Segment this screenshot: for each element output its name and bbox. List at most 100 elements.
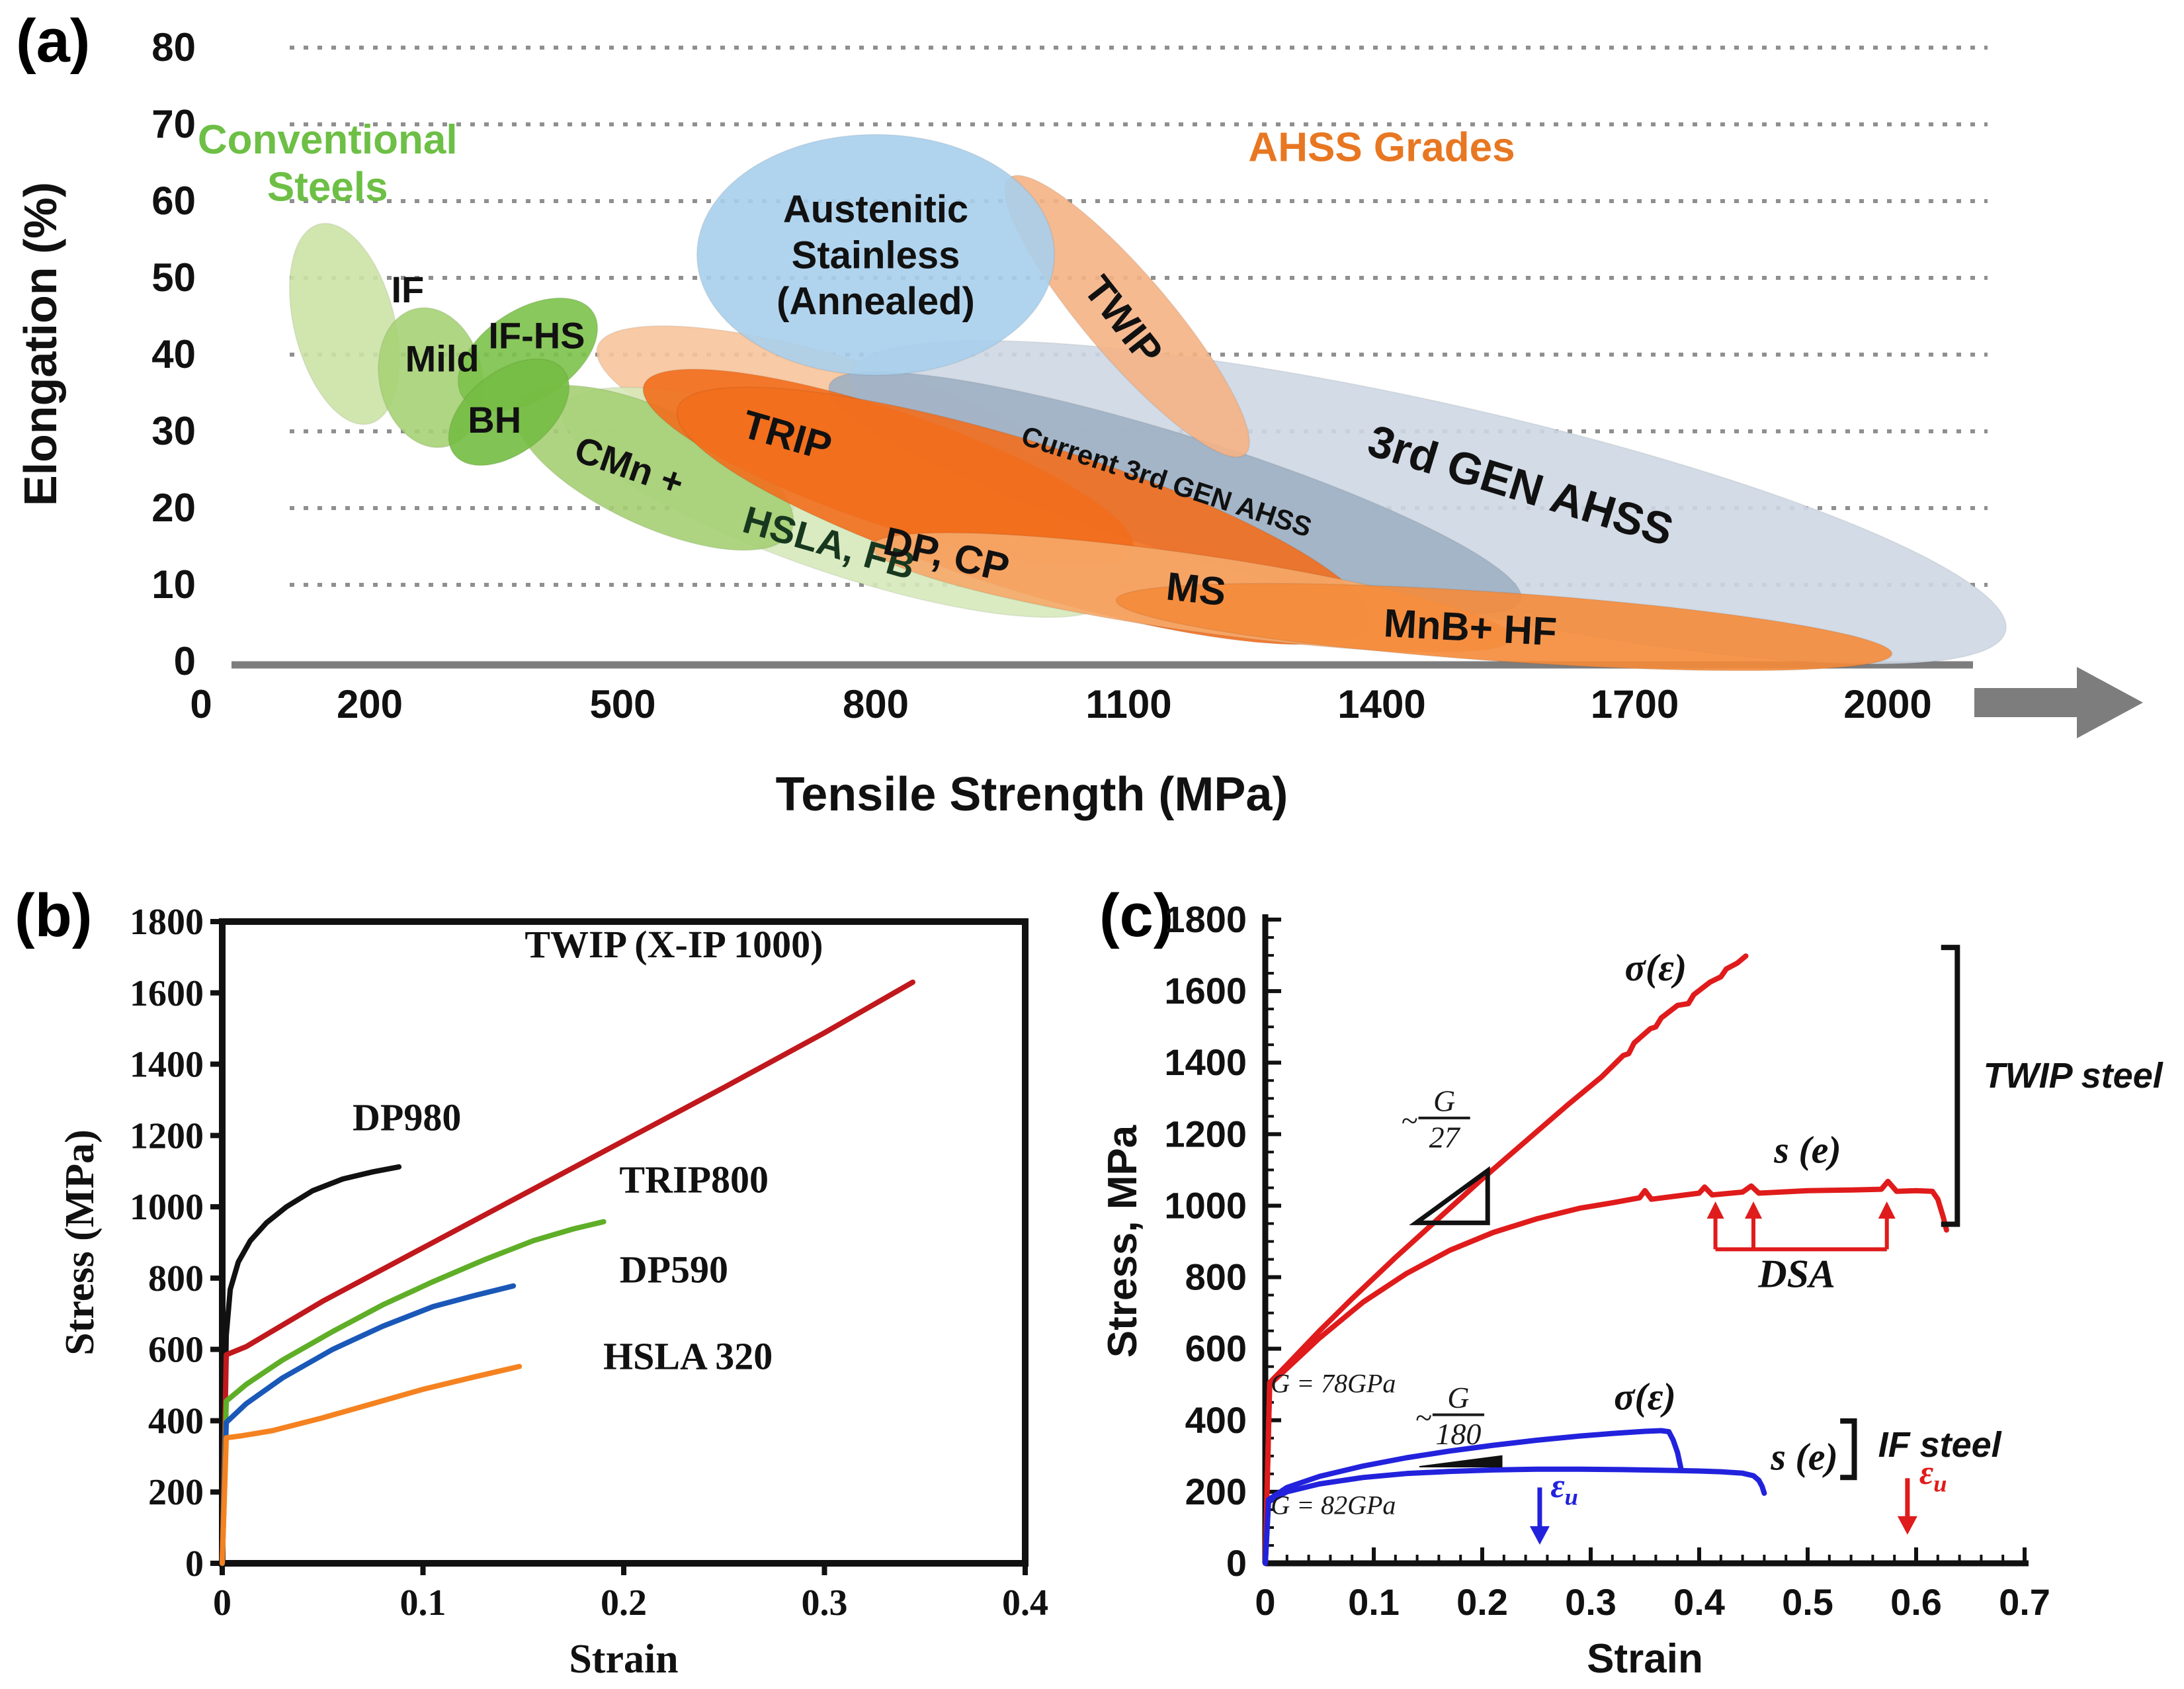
panel-c-tag: (c) (1099, 882, 1174, 949)
fraction-denominator: 180 (1435, 1417, 1481, 1451)
x-tick-label: 0.4 (1002, 1582, 1048, 1624)
region-label: BH (468, 399, 521, 441)
series-label: HSLA 320 (603, 1334, 773, 1377)
annotation-text: G = 78GPa (1271, 1369, 1396, 1399)
region-label: Mild (405, 337, 480, 379)
series-label: DP980 (353, 1096, 461, 1139)
y-axis-title: Stress (MPa) (58, 1129, 103, 1355)
series-label: DP590 (620, 1248, 728, 1291)
x-tick-label: 0.3 (1565, 1581, 1617, 1623)
y-tick-label: 0 (185, 1543, 204, 1584)
y-tick-label: 0 (1226, 1542, 1247, 1584)
fraction-denominator: 27 (1429, 1121, 1461, 1154)
y-tick-label: 600 (1185, 1328, 1247, 1369)
annotation-text: DSA (1757, 1252, 1835, 1296)
x-axis-title: Strain (569, 1637, 678, 1682)
series-line-DP980 (220, 1164, 402, 1566)
y-tick-label: 800 (1185, 1256, 1247, 1298)
y-tick-label: 30 (151, 409, 196, 453)
y-tick-label: 50 (151, 255, 196, 300)
series-label: TRIP800 (619, 1158, 769, 1201)
x-tick-label: 0 (1255, 1581, 1275, 1623)
y-tick-label: 400 (148, 1401, 204, 1442)
x-tick-label: 0.1 (400, 1582, 446, 1624)
y-tick-label: 1800 (130, 902, 204, 943)
panel-c-chart: 0 200 400 600 800 1000 1200 1400 1600 1800 0 0.1 0.2… (1100, 898, 2163, 1682)
x-axis-title: Strain (1587, 1636, 1703, 1682)
slope-triangle (1419, 1455, 1503, 1467)
y-tick-label: 0 (174, 639, 196, 683)
slope-triangle (1409, 1166, 1490, 1225)
region-label: MS (1164, 564, 1228, 614)
group-label: Steels (267, 164, 388, 210)
series-line-DP590 (220, 1283, 517, 1566)
series-line-TWIP-X-IP-1000- (220, 979, 915, 1566)
x-tick-label: 0 (213, 1582, 231, 1624)
y-tick-label: 1000 (1164, 1184, 1247, 1226)
x-axis-arrow (1974, 667, 2143, 738)
series-label: TWIP (X-IP 1000) (525, 923, 823, 966)
y-tick-label: 1000 (130, 1187, 204, 1228)
annotation-text: σ(ε) (1625, 946, 1687, 989)
x-tick-label: 0 (190, 682, 212, 726)
fraction-prefix: ~ (1401, 1104, 1417, 1137)
arrow-head-up (1706, 1201, 1724, 1219)
panel-b-tag: (b) (15, 882, 93, 949)
annotation-text: s (e) (1770, 1435, 1837, 1478)
x-tick-label: 0.5 (1782, 1581, 1833, 1623)
x-tick-label: 1400 (1337, 682, 1425, 726)
region-label-line: (Annealed) (777, 280, 975, 323)
arrow-head-up (1745, 1201, 1762, 1219)
region-label: IF (391, 269, 424, 310)
x-tick-label: 1100 (1085, 682, 1171, 726)
y-axis-title: Stress, MPa (1100, 1125, 1146, 1358)
y-tick-label: 1600 (130, 973, 204, 1014)
y-tick-label: 1400 (1164, 1041, 1247, 1083)
group-label: Conventional (198, 117, 458, 163)
x-tick-label: 0.1 (1348, 1581, 1400, 1623)
annotation-text: s (e) (1773, 1129, 1841, 1172)
y-axis-title: Elongation (%) (15, 182, 66, 506)
series-line-IF-true-stress-sigma-eps- (1263, 1428, 1684, 1566)
y-tick-label: 1200 (1164, 1113, 1247, 1154)
series-line-TWIP-engineering-stress-s-e- (1263, 1178, 1949, 1566)
fraction-prefix: ~ (1415, 1401, 1432, 1434)
series-line-IF-engineering-stress-s-e- (1263, 1466, 1767, 1566)
x-tick-label: 0.6 (1890, 1581, 1942, 1623)
arrow-head-down (1529, 1526, 1550, 1545)
fraction-numerator: G (1433, 1084, 1455, 1117)
x-axis-title: Tensile Strength (MPa) (776, 768, 1288, 821)
x-tick-label: 2000 (1843, 682, 1931, 726)
annotation-text: εu (1550, 1467, 1578, 1510)
annotation-text: IF steel (1878, 1425, 2002, 1465)
region-label-line: Stainless (792, 234, 960, 277)
y-tick-label: 1600 (1164, 970, 1247, 1012)
y-tick-label: 20 (151, 486, 196, 530)
y-tick-label: 200 (1185, 1471, 1247, 1512)
annotation-text: G = 82GPa (1271, 1490, 1396, 1520)
y-tick-label: 1800 (1164, 898, 1247, 940)
annotation-text: TWIP steel (1984, 1056, 2163, 1096)
arrow-head-up (1878, 1201, 1896, 1219)
annotation-text: σ(ε) (1614, 1375, 1676, 1418)
region-ellipse-BH (448, 358, 570, 466)
panel-b-chart: 0 200 400 600 800 1000 1200 1400 1600 1800 0 0.1 0.2… (58, 902, 1048, 1682)
y-tick-label: 80 (151, 25, 196, 69)
series-line-TRIP800 (220, 1219, 607, 1566)
y-tick-label: 60 (151, 179, 196, 223)
grouping-bracket (1941, 945, 1960, 1227)
x-tick-label: 0.4 (1673, 1581, 1725, 1623)
x-tick-label: 0.7 (1999, 1581, 2050, 1623)
x-tick-label: 200 (337, 682, 403, 726)
y-tick-label: 200 (148, 1472, 204, 1513)
group-label: AHSS Grades (1248, 125, 1515, 171)
series-line-TWIP-true-stress-sigma-eps- (1263, 953, 1749, 1566)
y-tick-label: 400 (1185, 1399, 1247, 1441)
x-tick-label: 0.3 (802, 1582, 848, 1624)
plot-frame (219, 918, 1029, 1567)
grouping-bracket (1840, 1418, 1857, 1481)
x-tick-label: 800 (843, 682, 909, 726)
y-tick-label: 10 (151, 562, 196, 607)
